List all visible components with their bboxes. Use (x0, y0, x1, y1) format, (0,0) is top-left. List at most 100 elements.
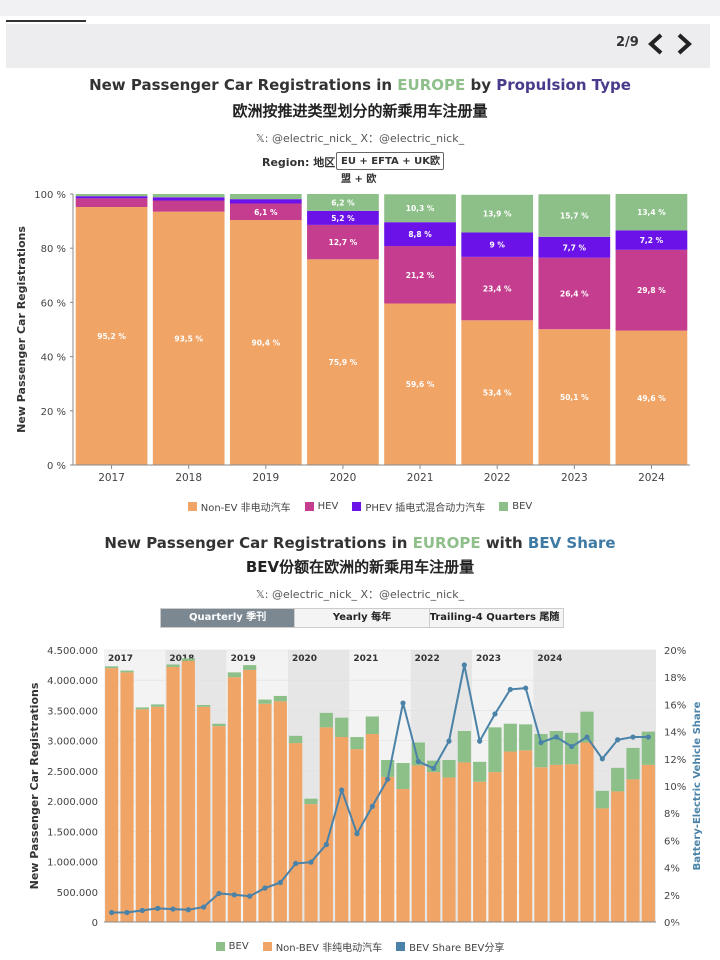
chart1-bar-segment (538, 257, 611, 330)
chart2-bev-share-point (231, 892, 237, 898)
chart1-bar-segment (461, 194, 534, 233)
chart2-bar-nonbev (549, 764, 563, 922)
chart1-legend-item[interactable]: BEV (499, 499, 532, 514)
chart2-bar-nonbev (519, 750, 533, 922)
chart2-bar-nonbev (457, 762, 471, 922)
chart2-svg: 201720182019202020212022202320240500.000… (28, 646, 703, 929)
chart2-bar-nonbev (335, 737, 349, 922)
chart2-bar-nonbev (611, 791, 625, 922)
chart1-data-label: 13,4 % (637, 208, 666, 217)
chart1-bar-segment (75, 196, 148, 199)
chart2-bar-bev (641, 731, 655, 765)
chart1-legend-item[interactable]: Non-EV 非电动汽车 (187, 499, 291, 514)
chart1-y-tick-label: 60 % (41, 298, 66, 309)
chart1-bar-segment (307, 194, 379, 211)
chart2-y-tick-label: 3.000.000 (47, 737, 98, 748)
chart1-data-label: 49,6 % (637, 394, 666, 403)
chart1-x-tick-label: 2017 (98, 472, 125, 484)
chart1-data-label: 29,8 % (637, 286, 666, 295)
chart1-data-label: 23,4 % (483, 285, 512, 294)
chart1-x-tick-label: 2024 (638, 472, 665, 484)
chart1-bar-segment (229, 203, 302, 221)
chart2-bar-nonbev (289, 743, 303, 922)
chart1-bar-segment (615, 249, 688, 331)
chart2-bar-bev (457, 730, 471, 763)
chart2-bar-bev (258, 699, 272, 704)
chart1-y-tick-label: 80 % (41, 244, 66, 255)
chart1-x-tick-label: 2019 (252, 472, 279, 484)
next-arrow-icon[interactable] (674, 32, 694, 56)
chart2-y-tick-label: 0 (92, 918, 98, 929)
chart2-bev-share-point (461, 662, 467, 668)
chart1-bar-segment (307, 224, 379, 260)
chart2-bev-share-point (262, 885, 268, 891)
chart1-title-region: EUROPE (397, 76, 466, 94)
legend-swatch (304, 502, 314, 511)
chart2-bar-bev (120, 670, 134, 673)
chart1-y-axis-label: New Passenger Car Registrations (15, 226, 28, 433)
chart2-title-region: EUROPE (412, 534, 481, 552)
legend-label: HEV (317, 501, 339, 512)
chart2-bar-bev (135, 707, 149, 710)
chart2-bar-nonbev (319, 727, 333, 922)
chart1-data-label: 75,9 % (329, 358, 358, 367)
chart1-bar-segment (384, 194, 456, 223)
chart1-data-label: 90,4 % (251, 339, 280, 348)
chart1-bar-segment (75, 198, 148, 208)
chart1-bar-segment (152, 194, 225, 198)
chart1-bar-segment (152, 197, 225, 201)
tab-trailing[interactable]: Trailing-4 Quarters 尾随 4 个 (428, 609, 563, 627)
chart1-bar-segment (152, 211, 225, 465)
chart1-data-label: 6,2 % (331, 198, 355, 207)
chart2-bar-nonbev (105, 668, 119, 922)
chart2-bar-bev (181, 658, 195, 661)
chart1-data-label: 5,2 % (331, 214, 355, 223)
legend-swatch (352, 502, 362, 511)
chart2-bev-share-point (293, 860, 299, 867)
chart1-bar-segment (538, 329, 611, 465)
chart1-credit: 𝕏: @electric_nick_ X：@electric_nick_ (255, 132, 465, 145)
chart2-bar-nonbev (580, 742, 594, 922)
chart2-bar-bev (166, 664, 180, 667)
tab-yearly[interactable]: Yearly 每年 (294, 609, 429, 627)
legend-label: Non-BEV 非纯电动汽车 (275, 943, 383, 954)
chart2-legend-item[interactable]: Non-BEV 非纯电动汽车 (262, 939, 383, 954)
chart2-year-label: 2020 (292, 654, 317, 664)
chart2-legend-item[interactable]: BEV Share BEV分享 (396, 939, 504, 954)
chart1-x-tick-label: 2018 (175, 472, 202, 484)
chart2-bar-nonbev (488, 772, 502, 922)
chart1-legend-item[interactable]: HEV (304, 499, 339, 514)
chart1-bar-segment (229, 220, 302, 465)
chart2-y2-tick-label: 2% (664, 891, 680, 902)
chart2-bar-bev (243, 665, 257, 670)
chart2-y2-tick-label: 18% (664, 673, 686, 684)
chart1-bar-segment (384, 303, 456, 465)
chart2-bar-nonbev (473, 781, 487, 922)
chart1-bar-segment (615, 330, 688, 465)
legend-label: Non-EV 非电动汽车 (200, 503, 291, 514)
chart1-x-tick-label: 2022 (484, 472, 511, 484)
chart1-data-label: 7,2 % (640, 236, 664, 245)
legend-swatch (215, 942, 225, 951)
chart2-bar-nonbev (212, 726, 226, 922)
chart2-bar-bev (304, 798, 318, 805)
chart1-data-label: 13,9 % (483, 210, 512, 219)
chart1-x-tick-label: 2021 (407, 472, 434, 484)
chart2-bar-bev (580, 711, 594, 743)
region-select[interactable]: EU + EFTA + UK欧盟 + 欧 (336, 152, 444, 185)
prev-arrow-icon[interactable] (646, 32, 666, 56)
chart2-legend-item[interactable]: BEV (215, 939, 249, 954)
chart2-bar-nonbev (151, 706, 165, 922)
chart1-y-tick-label: 40 % (41, 353, 66, 364)
chart2-bar-nonbev (381, 776, 395, 922)
chart2-bar-bev (626, 747, 640, 780)
chart2-bar-nonbev (503, 751, 517, 922)
chart2-bar-bev (473, 761, 487, 782)
chart1-data-label: 10,3 % (406, 204, 435, 213)
chart1-legend-item[interactable]: PHEV 插电式混合动力汽车 (352, 499, 485, 514)
tab-quarterly[interactable]: Quarterly 季刊 (161, 609, 295, 627)
chart1-y-tick-label: 100 % (34, 190, 66, 201)
chart2-year-label: 2019 (231, 654, 256, 664)
legend-label: BEV (228, 941, 249, 952)
chart2-bev-share-point (139, 907, 145, 914)
